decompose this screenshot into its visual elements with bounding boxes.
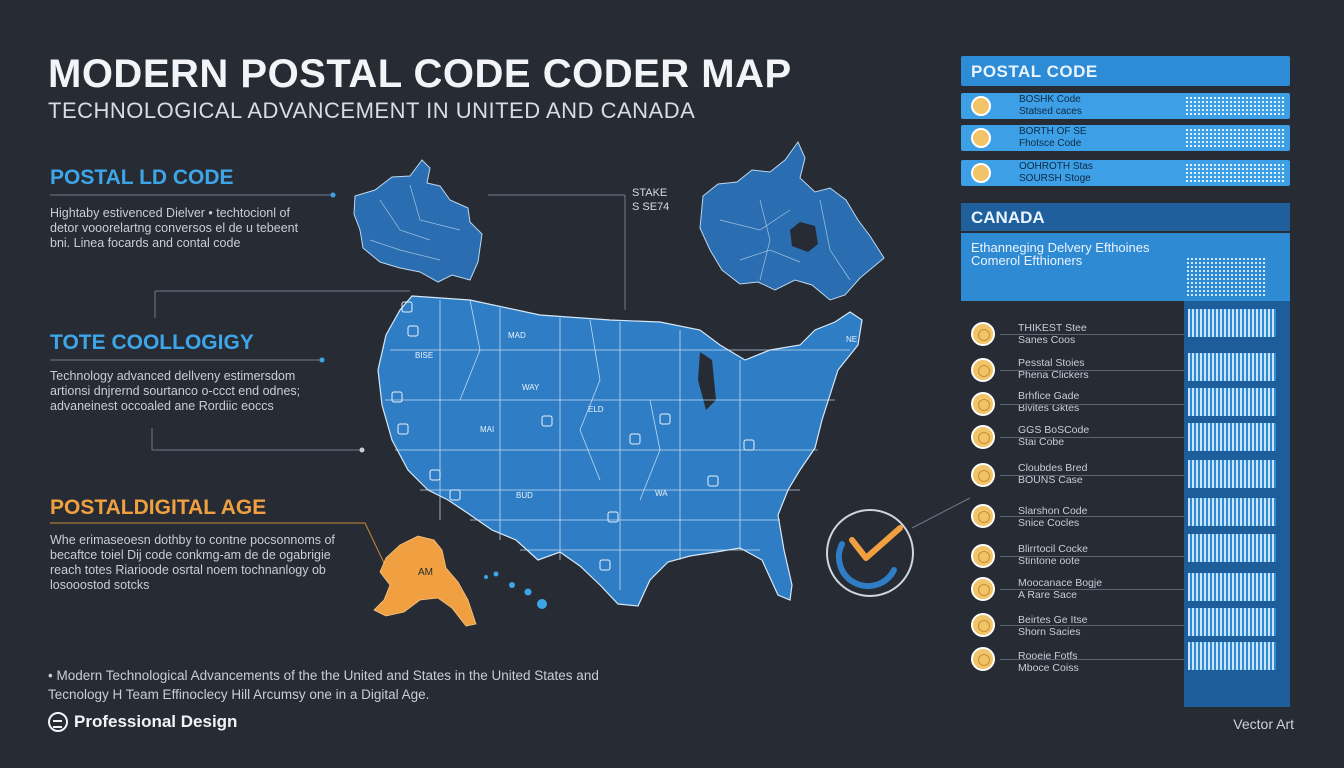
canada-east-shape — [699, 140, 885, 301]
canada-north-shape — [353, 159, 483, 283]
barcode-icon — [1188, 498, 1276, 526]
barcode-icon — [1186, 164, 1286, 182]
coin-icon — [971, 463, 995, 487]
canada-header: CANADA — [961, 203, 1290, 231]
postal-code-row[interactable]: OOHROTH Stas SOURSH Stoge — [961, 160, 1290, 186]
map-label: BISE — [415, 351, 433, 360]
logo-icon — [48, 712, 68, 732]
barcode-icon — [1186, 97, 1286, 115]
coin-icon — [971, 322, 995, 346]
footer-text: • Modern Technological Advancements of t… — [48, 668, 599, 702]
coin-icon — [971, 96, 991, 116]
coin-icon — [971, 577, 995, 601]
credit-text: Vector Art — [1233, 716, 1294, 732]
page-title: MODERN POSTAL CODE CODER MAP — [48, 52, 792, 96]
postal-code-row[interactable]: BOSHK Code Statsed caces — [961, 93, 1290, 119]
section-heading-postal-code: POSTAL LD CODE — [50, 166, 234, 189]
coin-icon — [971, 128, 991, 148]
section-heading-digital-age: POSTALDIGITAL AGE — [50, 496, 267, 519]
coin-icon — [971, 425, 995, 449]
barcode-icon — [1188, 388, 1276, 416]
alaska-shape — [373, 535, 477, 627]
map-label: WAY — [522, 383, 540, 392]
barcode-icon — [1188, 642, 1276, 670]
barcode-icon — [1186, 129, 1286, 147]
alaska-label: AM — [418, 567, 433, 578]
barcode-icon — [1188, 353, 1276, 381]
coin-icon — [971, 647, 995, 671]
page-subtitle: TECHNOLOGICAL ADVANCEMENT IN UNITED AND … — [48, 98, 696, 123]
postal-code-header: POSTAL CODE — [961, 56, 1290, 86]
coin-icon — [971, 613, 995, 637]
map-label: MAI — [480, 425, 494, 434]
postal-code-row[interactable]: BORTH OF SE Fhotsce Code — [961, 125, 1290, 151]
map-label: WA — [655, 489, 668, 498]
coin-icon — [971, 392, 995, 416]
coin-icon — [971, 504, 995, 528]
barcode-icon — [1188, 309, 1276, 337]
barcode-icon — [1187, 258, 1267, 296]
section-heading-technology: TOTE COOLLOGIGY — [50, 331, 254, 354]
connector-line — [364, 522, 386, 566]
barcode-icon — [1188, 573, 1276, 601]
connector-line — [911, 497, 971, 529]
map-label: NE — [846, 335, 857, 344]
check-circle — [826, 509, 914, 597]
section-body-technology: Technology advanced dellveny estimersdom… — [50, 369, 301, 413]
map-label: MAD — [508, 331, 526, 340]
logo: Professional Design — [48, 712, 237, 732]
coin-icon — [971, 163, 991, 183]
barcode-icon — [1188, 608, 1276, 636]
coin-icon — [971, 544, 995, 568]
section-body-postal-code: Hightaby estivenced Dielver • techtocion… — [50, 206, 299, 250]
state-label: STAKE S SE74 — [632, 187, 670, 213]
barcode-icon — [1188, 423, 1276, 451]
barcode-icon — [1188, 460, 1276, 488]
section-body-digital-age: Whe erimaseoesn dothby to contne pocsonn… — [50, 533, 335, 592]
canada-info-box: Ethanneging Delvery Efthoines Comerol Ef… — [961, 233, 1290, 301]
logo-text: Professional Design — [74, 712, 238, 731]
map-label: ELD — [588, 405, 604, 414]
barcode-icon — [1188, 534, 1276, 562]
coin-icon — [971, 358, 995, 382]
map-label: BUD — [516, 491, 533, 500]
